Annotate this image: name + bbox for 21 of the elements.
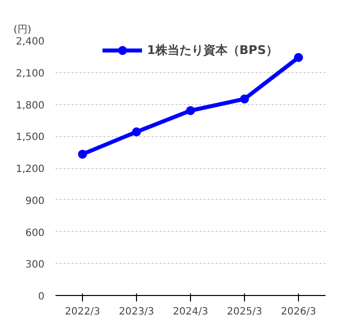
- point: [132, 127, 141, 136]
- y-tick-label: 1,500: [16, 132, 45, 144]
- point: [294, 53, 303, 62]
- y-tick-label: 600: [25, 228, 45, 239]
- y-tick-label: 900: [25, 196, 45, 207]
- y-tick-label: 300: [25, 260, 45, 271]
- legend-label: 1株当たり資本（BPS）: [147, 42, 278, 58]
- x-tick-label: 2023/3: [118, 306, 154, 318]
- y-tick-label: 2,100: [16, 68, 45, 80]
- x-tick-label: 2024/3: [172, 306, 208, 318]
- x-tick-label: 2026/3: [280, 306, 316, 318]
- y-tick-label: 1,800: [16, 100, 45, 112]
- x-tick-label: 2022/3: [64, 306, 100, 318]
- point: [240, 94, 249, 104]
- point: [78, 150, 87, 159]
- y-tick-label: 1,200: [16, 164, 45, 175]
- point: [186, 106, 195, 116]
- x-tick-label: 2025/3: [226, 306, 262, 318]
- y-axis-title: (円): [14, 24, 32, 36]
- y-tick-label: 2,400: [16, 36, 45, 48]
- y-tick-label: 0: [38, 292, 45, 302]
